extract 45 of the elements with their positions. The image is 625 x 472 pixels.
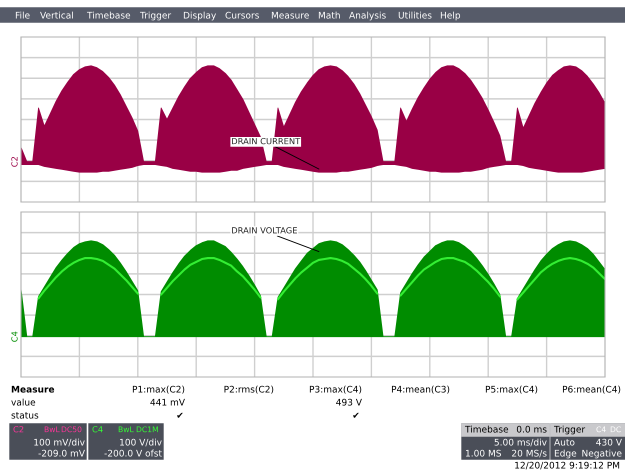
- text: P5:max(C4): [486, 386, 538, 394]
- text: Negative: [582, 450, 622, 458]
- text: Analysis: [349, 12, 386, 20]
- text: 100 V/div: [120, 438, 162, 446]
- text: DRAIN VOLTAGE: [232, 227, 297, 234]
- text: Auto: [554, 438, 574, 446]
- text: Vertical: [40, 12, 73, 19]
- text: ✔: [177, 412, 183, 418]
- text: Display: [184, 12, 216, 20]
- text: ✔: [353, 412, 359, 418]
- text: P4:mean(C3): [392, 386, 450, 394]
- text: File: [16, 12, 30, 19]
- text: C2: [13, 426, 24, 432]
- text: P6:mean(C4): [562, 386, 620, 394]
- text: -200.0 V ofst: [104, 450, 162, 457]
- text: C4: [92, 426, 103, 432]
- text: Timebase: [86, 12, 130, 19]
- text: 20 MS/s: [512, 450, 547, 458]
- text: 493 V: [336, 398, 362, 406]
- text: value: [11, 398, 36, 406]
- text: 100 mV/div: [34, 438, 85, 446]
- text: C4: [11, 332, 18, 342]
- text: 441 mV: [150, 398, 185, 406]
- text: P1:max(C2): [132, 386, 184, 394]
- text: C2: [11, 156, 18, 167]
- text: Timebase: [464, 426, 508, 433]
- text: 5.00 ms/div: [494, 438, 547, 446]
- text: Edge: [554, 450, 576, 458]
- annotation: DRAIN CURRENT: [232, 138, 300, 144]
- text: Cursors: [226, 12, 259, 19]
- text: -209.0 mV: [38, 450, 85, 457]
- text: P3:max(C4): [310, 386, 362, 394]
- text: status: [11, 412, 38, 419]
- text: Help: [440, 12, 460, 20]
- text: 0.0 ms: [516, 426, 547, 433]
- text: Measure: [272, 12, 309, 19]
- text: Math: [318, 12, 340, 19]
- text: Trigger: [140, 12, 172, 20]
- text: 1.00 MS: [466, 450, 501, 457]
- text: P2:rms(C2): [224, 386, 274, 394]
- text: Trigger: [554, 426, 586, 434]
- text: Utilities: [398, 12, 432, 19]
- text: Measure: [12, 386, 54, 393]
- text: 12/20/2012 9:19:12 PM: [515, 462, 620, 470]
- text: 430 V: [596, 438, 622, 446]
